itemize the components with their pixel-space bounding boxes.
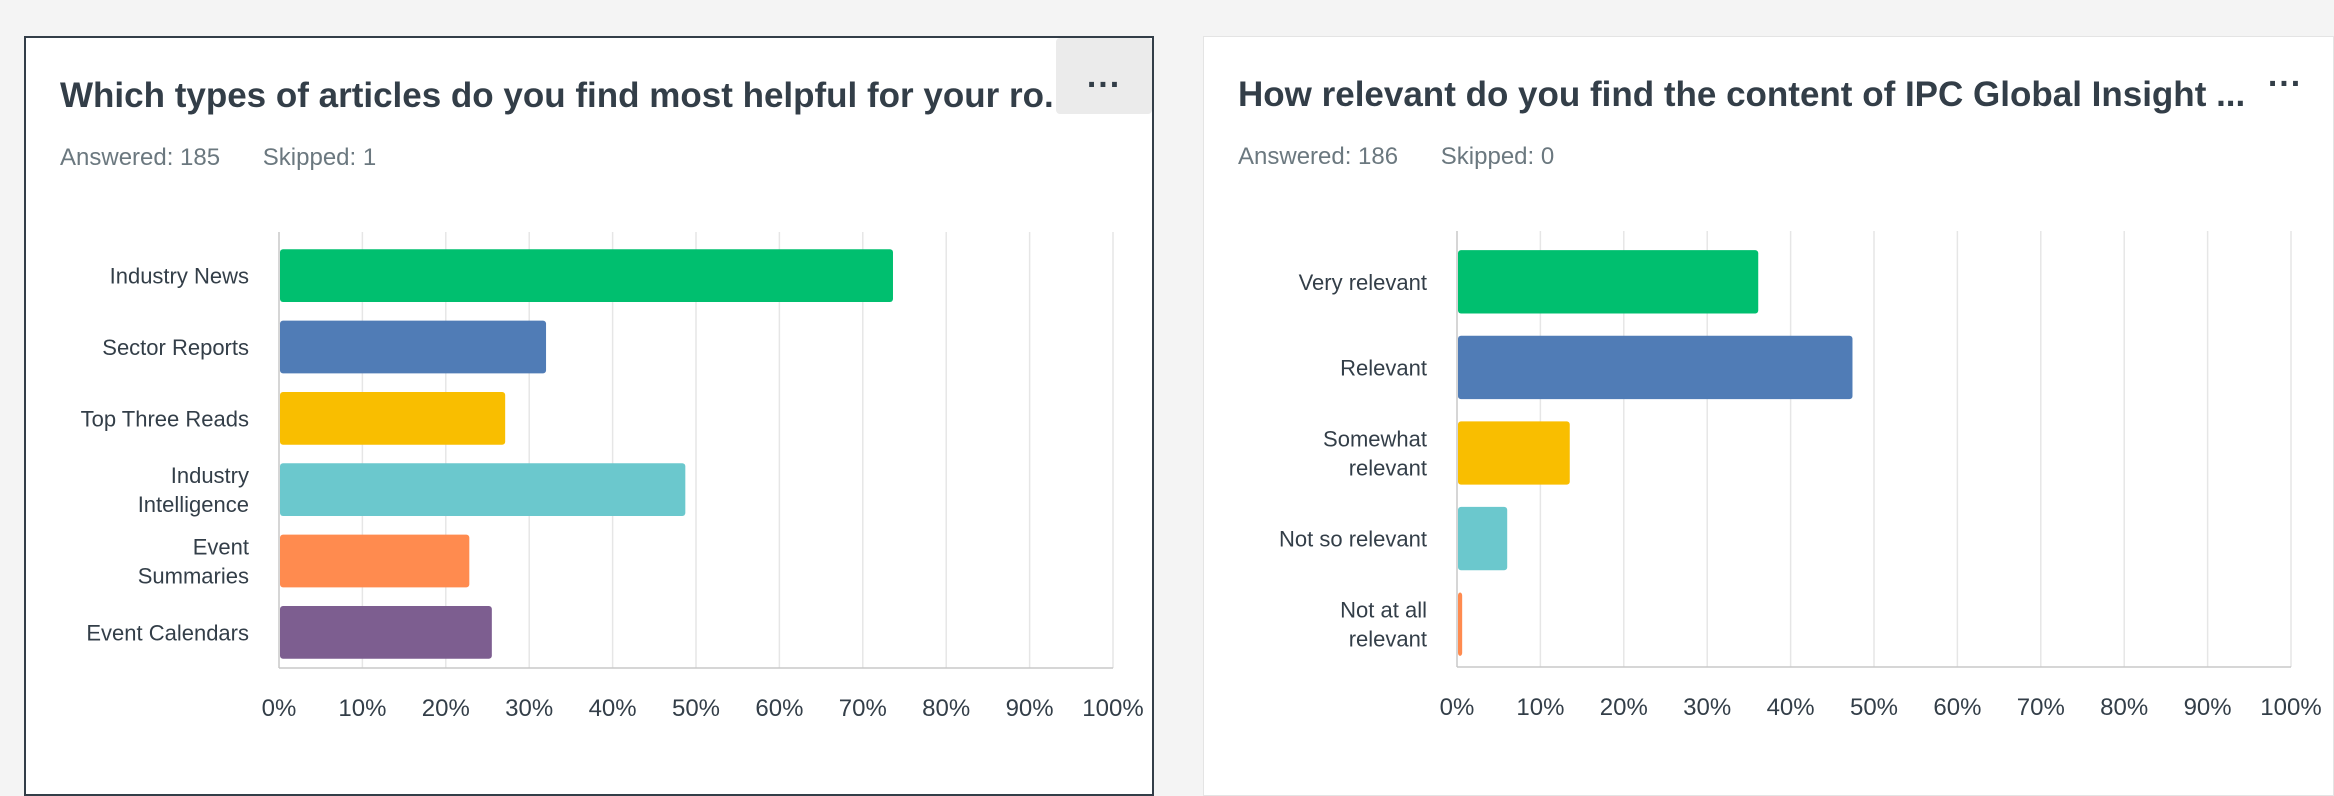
x-tick-label: 20% — [422, 695, 470, 722]
bar[interactable] — [280, 463, 686, 517]
bar[interactable] — [1458, 335, 1853, 400]
x-tick-label: 70% — [839, 695, 887, 722]
x-tick-label: 80% — [2100, 694, 2148, 721]
ellipsis-icon: ... — [2267, 55, 2303, 94]
x-tick-label: 10% — [1516, 694, 1564, 721]
category-label: Event Calendars — [86, 620, 249, 645]
bar[interactable] — [1458, 250, 1759, 314]
x-tick-label: 30% — [505, 695, 553, 722]
x-tick-label: 90% — [1006, 695, 1054, 722]
skipped-count: Skipped: 0 — [1440, 143, 1555, 170]
x-tick-label: 50% — [672, 695, 720, 722]
bar[interactable] — [280, 391, 506, 445]
response-stats: Answered: 185 Skipped: 1 — [60, 144, 412, 172]
ellipsis-icon: ... — [1086, 56, 1122, 95]
category-label: Somewhat relevant — [1323, 427, 1427, 481]
x-tick-label: 70% — [2017, 694, 2065, 721]
x-tick-label: 20% — [1600, 694, 1648, 721]
x-tick-label: 40% — [1767, 694, 1815, 721]
x-tick-label: 80% — [922, 695, 970, 722]
category-label: Very relevant — [1299, 270, 1427, 295]
x-tick-label: 60% — [755, 695, 803, 722]
x-tick-label: 30% — [1683, 694, 1731, 721]
more-options-button[interactable]: ... — [2237, 37, 2333, 113]
bar[interactable] — [1458, 592, 1463, 656]
category-label: Industry News — [110, 264, 249, 289]
x-tick-label: 60% — [1933, 694, 1981, 721]
question-card-relevance: How relevant do you find the content of … — [1203, 36, 2334, 796]
bar[interactable] — [280, 605, 492, 659]
bar[interactable] — [1458, 421, 1570, 485]
bar[interactable] — [280, 534, 470, 588]
x-tick-label: 0% — [1440, 694, 1475, 721]
bar-chart-relevance: 0% 10% 20% 30% 40% 50% 60% 70% 80% 90% 100% Very re… — [1279, 231, 2322, 721]
x-tick-label: 90% — [2184, 694, 2232, 721]
category-label: Event Summaries — [138, 535, 249, 589]
category-label: Relevant — [1340, 355, 1427, 380]
answered-count: Answered: 185 — [60, 144, 221, 171]
answered-count: Answered: 186 — [1238, 143, 1399, 170]
x-tick-label: 100% — [1082, 695, 1143, 722]
bar[interactable] — [280, 249, 893, 303]
bar[interactable] — [280, 320, 547, 374]
x-tick-label: 100% — [2260, 694, 2321, 721]
bar[interactable] — [1458, 506, 1508, 571]
x-tick-label: 10% — [338, 695, 386, 722]
category-label: Not at all relevant — [1340, 598, 1427, 652]
category-label: Top Three Reads — [81, 406, 249, 431]
x-tick-label: 50% — [1850, 694, 1898, 721]
bar-chart-article-types: 0% 10% 20% 30% 40% 50% 60% 70% 80% 90% 100% Industr… — [81, 232, 1144, 722]
category-label: Industry Intelligence — [138, 463, 249, 517]
skipped-count: Skipped: 1 — [262, 144, 377, 171]
more-options-button[interactable]: ... — [1056, 38, 1152, 114]
x-tick-label: 40% — [589, 695, 637, 722]
question-card-article-types: Which types of articles do you find most… — [24, 36, 1154, 796]
category-label: Not so relevant — [1279, 527, 1427, 552]
response-stats: Answered: 186 Skipped: 0 — [1238, 143, 1590, 171]
x-tick-label: 0% — [262, 695, 297, 722]
category-label: Sector Reports — [102, 335, 249, 360]
